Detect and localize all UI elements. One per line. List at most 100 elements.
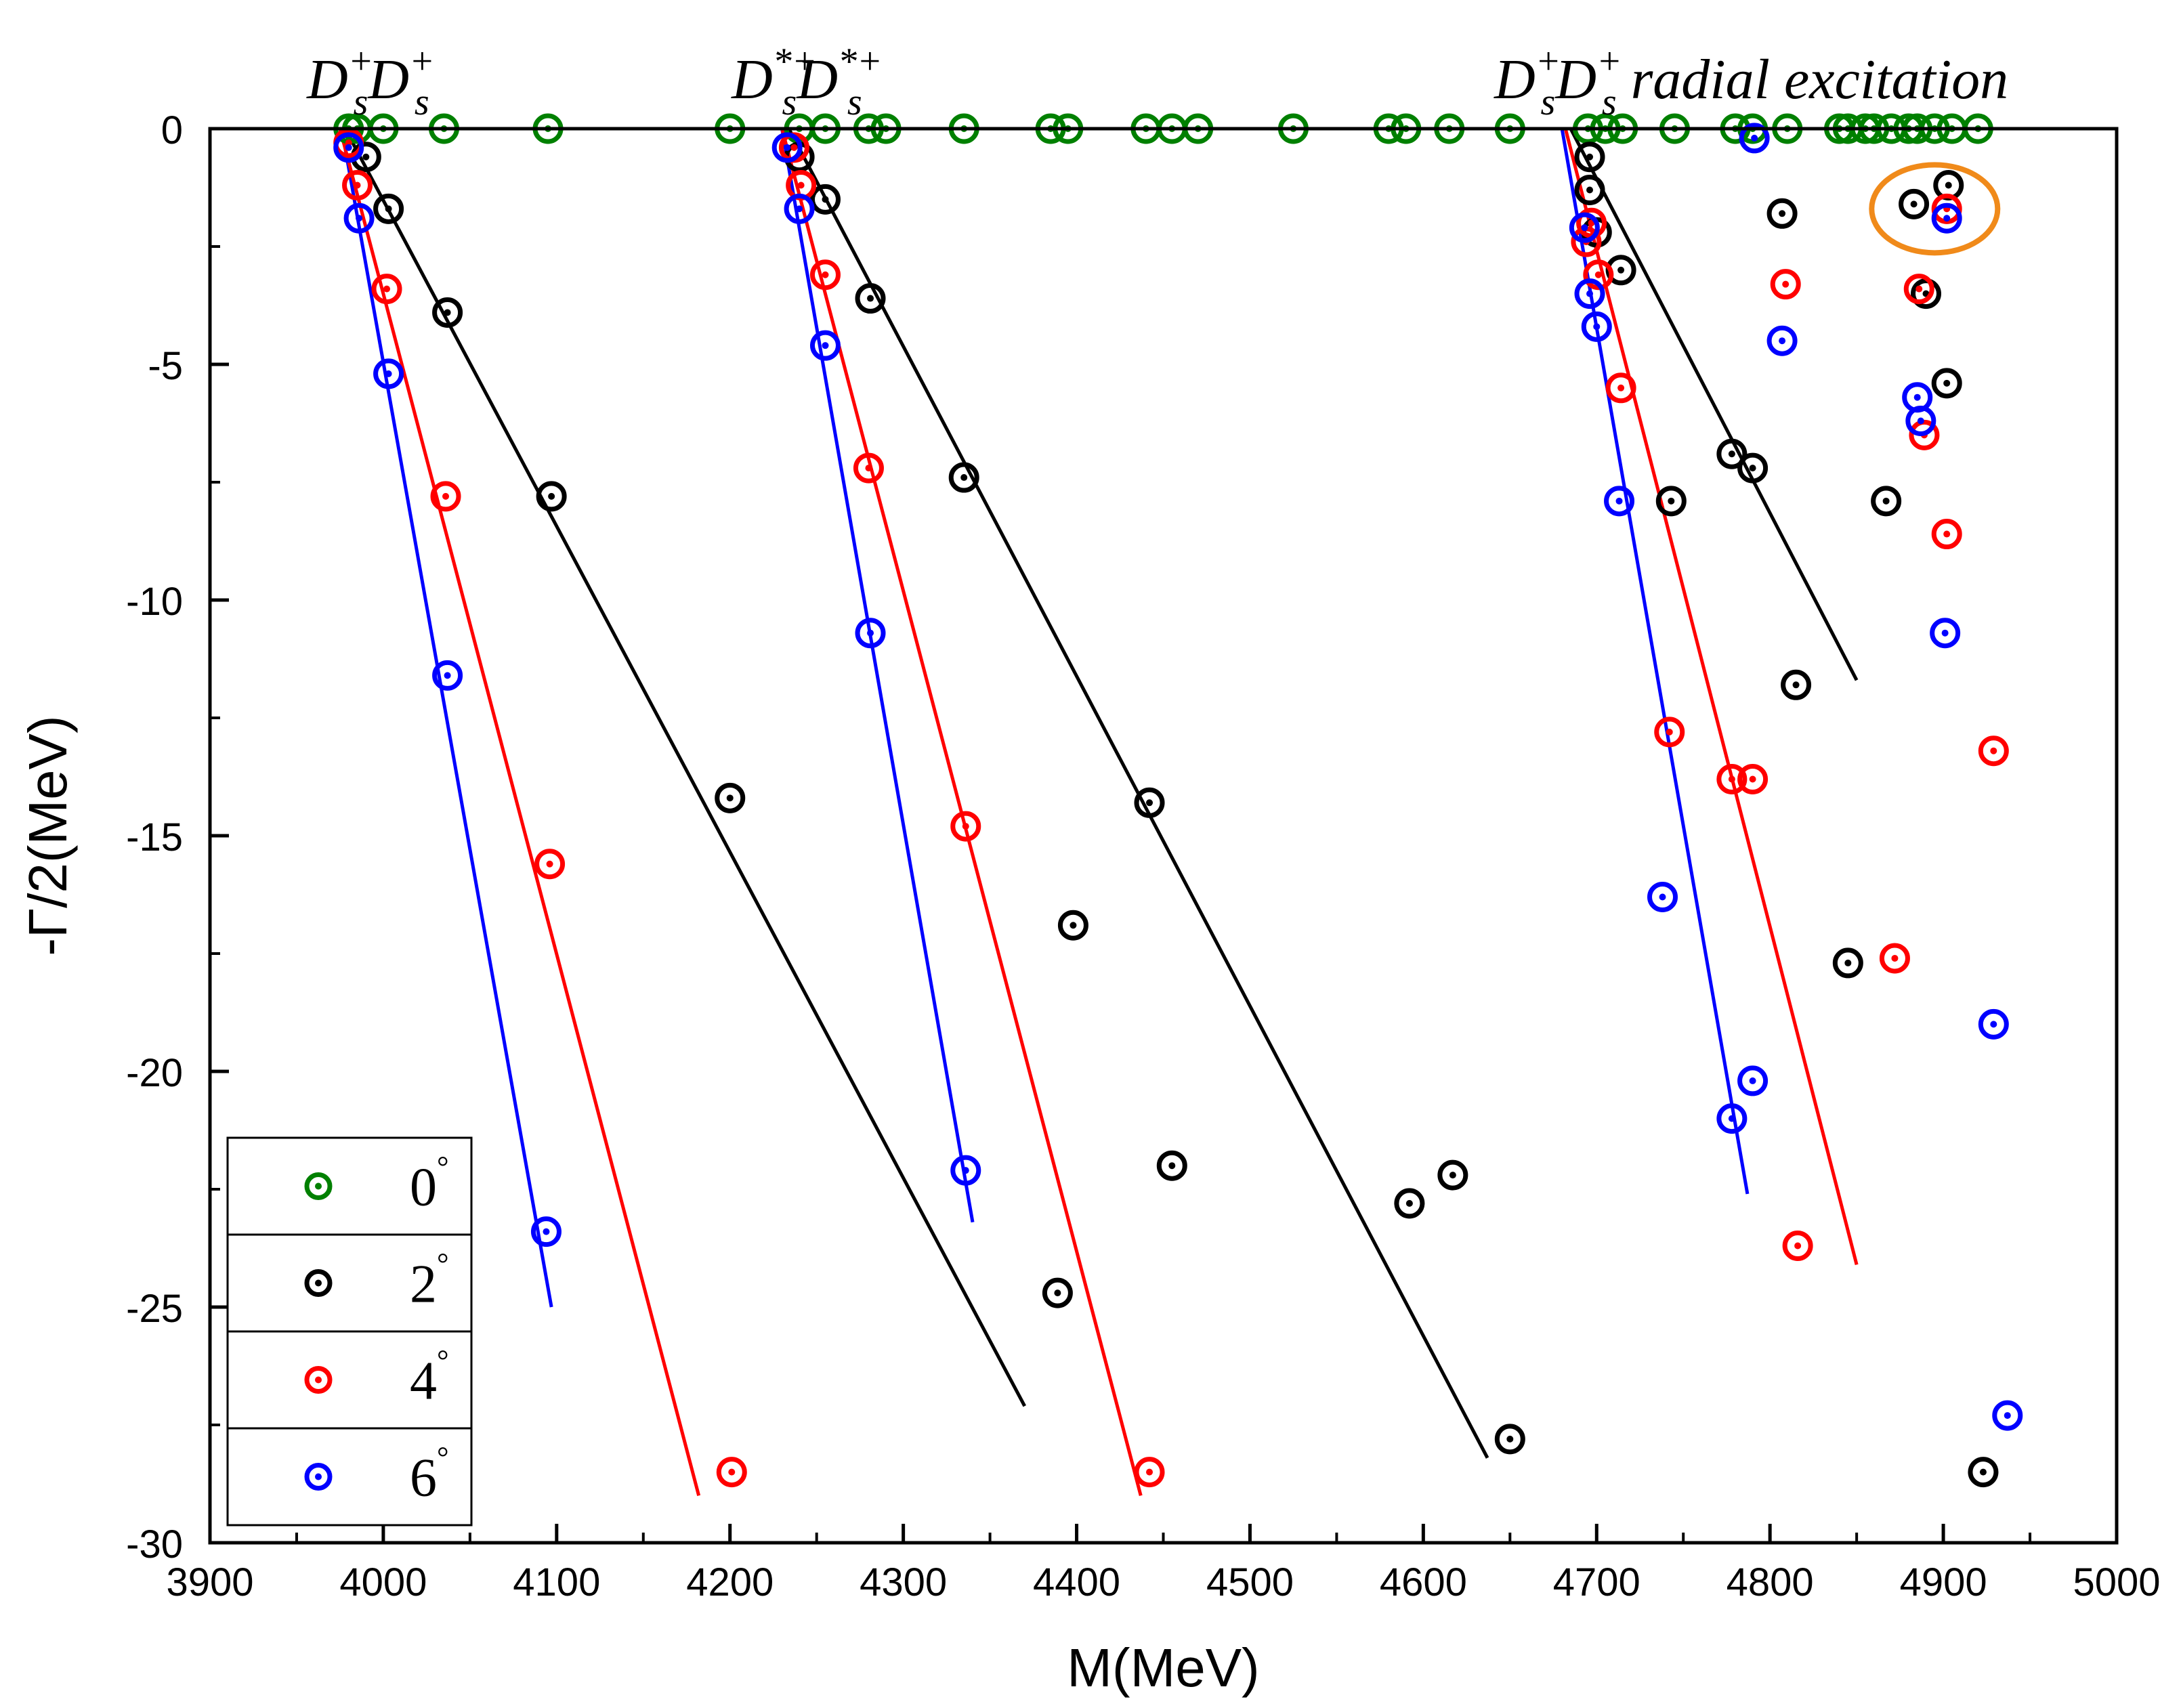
data-point [430, 481, 461, 512]
legend-label: 6° [410, 1441, 449, 1508]
legend: 0° 2° 4° 6° [226, 1136, 473, 1526]
data-point [855, 618, 886, 649]
data-point [809, 184, 841, 215]
data-point [1903, 274, 1934, 305]
data-point [1134, 787, 1165, 818]
legend-label: 2° [410, 1247, 449, 1315]
data-point [1978, 1008, 2009, 1040]
fit-line-3 [780, 128, 975, 1223]
annotations: D+ sD+ s D*+ sD*+ s D+ sD+ s radial excitation [306, 41, 2008, 123]
x-tick-label: 4100 [513, 1560, 600, 1604]
data-points [333, 113, 2023, 1488]
data-point [1871, 486, 1902, 517]
data-point [1931, 368, 1962, 399]
y-tick-label: -20 [126, 1051, 183, 1095]
data-point [1605, 372, 1636, 404]
data-point [784, 193, 815, 224]
legend-marker [304, 1269, 333, 1297]
data-point [432, 297, 463, 328]
data-point [715, 782, 746, 813]
data-point [432, 660, 463, 691]
legend-marker [304, 1172, 333, 1200]
data-point [1832, 947, 1863, 979]
x-axis-title: M(MeV) [1067, 1638, 1259, 1698]
x-tick-label: 4300 [860, 1560, 947, 1604]
data-point [1042, 1277, 1073, 1308]
data-point [373, 193, 404, 224]
highlight-ellipse [1869, 162, 2001, 256]
data-point [950, 811, 981, 842]
data-point [343, 202, 375, 234]
data-point [1737, 452, 1769, 484]
x-tick-label: 4400 [1033, 1560, 1120, 1604]
data-point [950, 1155, 981, 1186]
y-tick-label: -15 [126, 815, 183, 859]
data-point [771, 132, 803, 163]
x-tick-label: 4200 [686, 1560, 774, 1604]
annotation-ds-ds-radial: D+ sD+ s radial excitation [1494, 41, 2008, 123]
x-tick-label: 3900 [166, 1560, 253, 1604]
x-tick-label: 5000 [2073, 1560, 2160, 1604]
data-point [536, 481, 567, 512]
data-point [1574, 174, 1605, 205]
legend-marker [304, 1463, 333, 1491]
data-point [534, 849, 566, 880]
data-point [1737, 1065, 1769, 1096]
plot-frame [208, 127, 2119, 1545]
fit-line-7 [1563, 128, 1859, 1265]
data-point [373, 358, 404, 389]
data-point [1647, 881, 1678, 912]
data-point [1739, 123, 1770, 154]
annotation-dsstar-dsstar: D*+ sD*+ s [731, 41, 883, 123]
data-point [342, 170, 373, 201]
data-point [1931, 202, 1962, 234]
data-point [1781, 669, 1812, 700]
data-point [853, 452, 884, 484]
fit-line-0 [340, 128, 553, 1308]
fit-line-2 [343, 127, 1026, 1407]
data-point [530, 1216, 562, 1247]
data-point [371, 274, 402, 305]
data-point [1905, 406, 1936, 437]
data-point [1654, 717, 1685, 748]
y-axis: 0 -5 -10 -15 -20 -25 -30 [126, 108, 229, 1566]
x-tick-label: 4000 [339, 1560, 427, 1604]
x-tick-label: 4500 [1206, 1560, 1294, 1604]
data-point [1156, 1150, 1187, 1181]
legend-marker [304, 1366, 333, 1394]
data-point [1655, 486, 1687, 517]
y-tick-label: -30 [126, 1522, 183, 1566]
data-point [948, 462, 979, 493]
data-point [855, 283, 886, 314]
data-point [809, 330, 841, 361]
legend-label: 0° [410, 1151, 449, 1218]
fit-lines [338, 127, 1859, 1497]
data-point [1569, 212, 1600, 243]
data-point [1574, 278, 1605, 309]
x-tick-label: 4900 [1900, 1560, 1987, 1604]
data-point [1766, 198, 1798, 229]
y-axis-title: -Γ/2(MeV) [18, 715, 78, 956]
data-point [1931, 519, 1962, 550]
data-point [1766, 325, 1798, 356]
data-point [1604, 486, 1635, 517]
data-point [1968, 1457, 1999, 1488]
data-point [1879, 943, 1910, 974]
fit-line-8 [1569, 127, 1859, 681]
data-point [1437, 1159, 1468, 1191]
data-point [1737, 763, 1769, 794]
x-tick-label: 4600 [1380, 1560, 1467, 1604]
x-tick-label: 4700 [1553, 1560, 1640, 1604]
x-axis: 3900 4000 4100 4200 4300 4400 4500 4600 4700 4800… [166, 1524, 2161, 1604]
data-point [1899, 188, 1930, 219]
data-point [1770, 269, 1801, 300]
data-point [1992, 1400, 2023, 1431]
data-point [1574, 142, 1605, 173]
data-point [809, 259, 841, 291]
data-point [1716, 763, 1748, 794]
data-point [333, 132, 364, 163]
data-point [1494, 1424, 1525, 1455]
data-point [1716, 438, 1748, 469]
data-point [1057, 910, 1088, 941]
